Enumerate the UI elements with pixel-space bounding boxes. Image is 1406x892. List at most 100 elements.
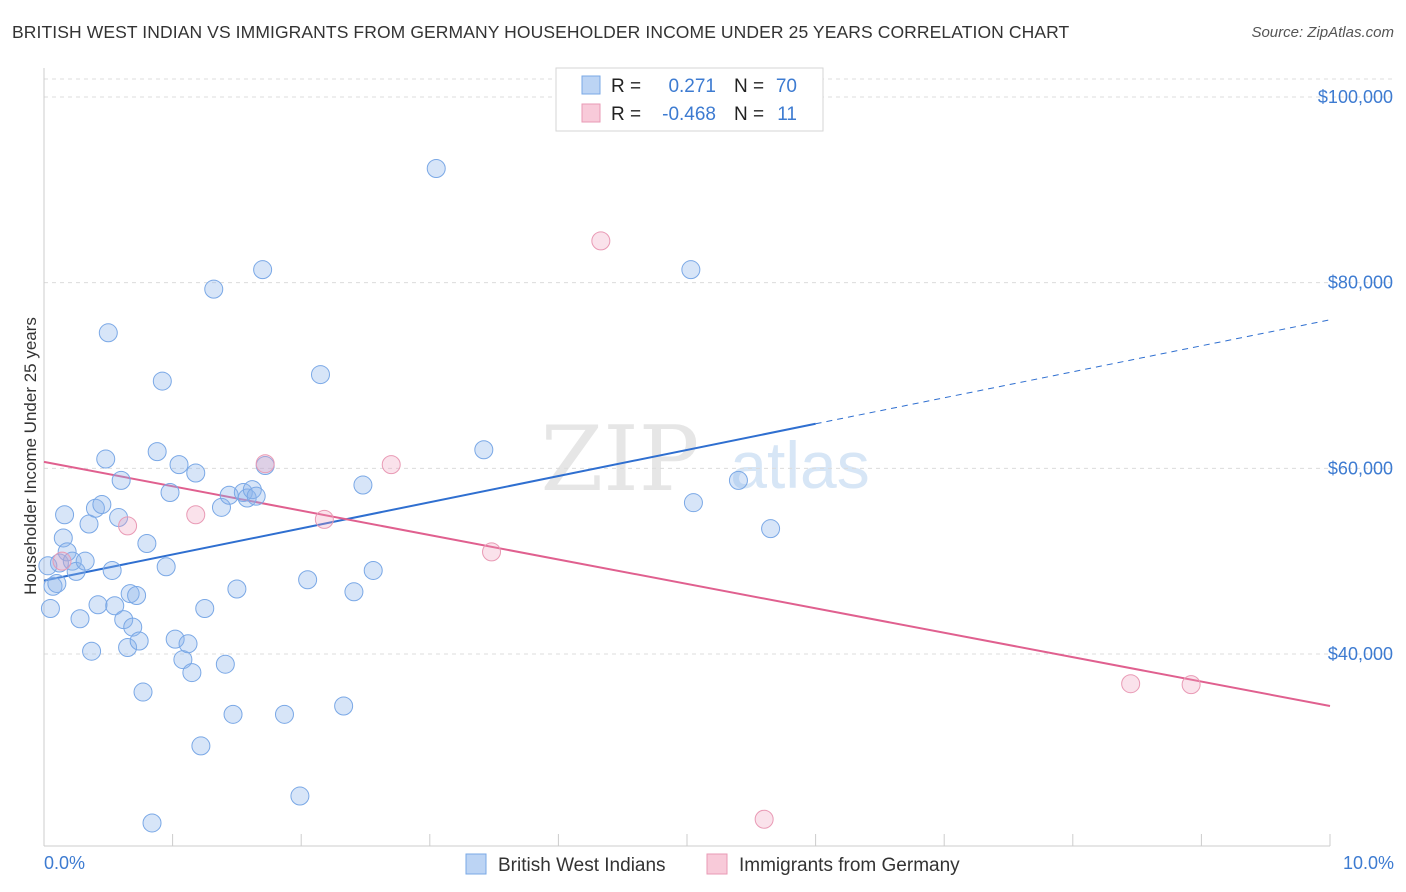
point-british-west-indians xyxy=(142,813,162,833)
point-british-west-indians xyxy=(85,498,105,518)
point-immigrants-germany xyxy=(482,542,502,562)
legend: British West Indians Immigrants from Ger… xyxy=(465,853,960,876)
point-british-west-indians xyxy=(147,442,167,462)
point-british-west-indians xyxy=(186,463,206,483)
point-british-west-indians xyxy=(683,493,703,513)
y-tick-label: $100,000 xyxy=(1318,87,1393,107)
point-british-west-indians xyxy=(38,556,58,576)
gridlines xyxy=(44,78,1392,655)
point-british-west-indians xyxy=(88,595,108,615)
point-british-west-indians xyxy=(92,495,112,515)
y-tick-label: $40,000 xyxy=(1328,644,1393,664)
point-immigrants-germany xyxy=(1121,674,1141,694)
y-tick-label: $80,000 xyxy=(1328,273,1393,293)
point-immigrants-germany xyxy=(255,454,275,474)
point-british-west-indians xyxy=(105,596,125,616)
point-british-west-indians xyxy=(82,641,102,661)
stats-r-label-blue: R = xyxy=(611,76,641,97)
point-british-west-indians xyxy=(246,486,266,506)
point-british-west-indians xyxy=(223,704,243,724)
point-immigrants-germany xyxy=(591,231,611,251)
stats-r-value-blue: 0.271 xyxy=(668,76,716,97)
point-british-west-indians xyxy=(363,560,383,580)
point-british-west-indians xyxy=(211,497,231,517)
point-british-west-indians xyxy=(298,570,318,590)
legend-label-blue: British West Indians xyxy=(498,855,666,876)
point-british-west-indians xyxy=(426,158,446,178)
point-british-west-indians xyxy=(156,557,176,577)
stats-r-value-pink: -0.468 xyxy=(662,104,716,125)
point-immigrants-germany xyxy=(381,455,401,475)
point-british-west-indians xyxy=(160,482,180,502)
stats-n-label-pink: N = xyxy=(734,104,764,125)
data-points xyxy=(38,158,1201,833)
point-british-west-indians xyxy=(178,634,198,654)
point-immigrants-germany xyxy=(754,809,774,829)
point-immigrants-germany xyxy=(52,551,72,571)
y-axis-label: Householder Income Under 25 years xyxy=(21,317,40,595)
watermark: ZIP atlas xyxy=(541,407,870,512)
point-british-west-indians xyxy=(169,455,189,475)
trend-line-pink xyxy=(43,460,1331,707)
point-british-west-indians xyxy=(111,470,131,490)
stats-n-value-blue: 70 xyxy=(776,76,797,97)
point-british-west-indians xyxy=(133,682,153,702)
source-credit: Source: ZipAtlas.com xyxy=(1251,24,1394,41)
point-british-west-indians xyxy=(70,609,90,629)
point-immigrants-germany xyxy=(1181,675,1201,695)
point-british-west-indians xyxy=(57,542,77,562)
legend-swatch-blue xyxy=(465,853,487,875)
point-british-west-indians xyxy=(123,617,143,637)
x-axis-ticks xyxy=(43,834,1331,846)
point-british-west-indians xyxy=(182,663,202,683)
point-british-west-indians xyxy=(120,584,140,604)
y-tick-labels: $40,000 $60,000 $80,000 $100,000 xyxy=(1318,87,1393,664)
point-immigrants-germany xyxy=(118,516,138,536)
point-british-west-indians xyxy=(129,631,149,651)
stats-n-value-pink: 11 xyxy=(777,104,797,125)
y-tick-label: $60,000 xyxy=(1328,458,1393,478)
point-british-west-indians xyxy=(102,560,122,580)
legend-label-pink: Immigrants from Germany xyxy=(739,855,960,876)
point-immigrants-germany xyxy=(186,505,206,525)
point-british-west-indians xyxy=(96,449,116,469)
stats-swatch-pink xyxy=(581,103,601,123)
point-british-west-indians xyxy=(127,586,147,606)
trend-lines xyxy=(43,319,1331,707)
x-tick-max: 10.0% xyxy=(1343,853,1394,873)
point-british-west-indians xyxy=(55,505,75,525)
point-british-west-indians xyxy=(334,696,354,716)
point-british-west-indians xyxy=(118,638,138,658)
stats-swatch-blue xyxy=(581,75,601,95)
point-british-west-indians xyxy=(474,440,494,460)
point-british-west-indians xyxy=(353,475,373,495)
legend-swatch-pink xyxy=(706,853,728,875)
point-british-west-indians xyxy=(152,371,172,391)
point-british-west-indians xyxy=(274,704,294,724)
chart-title: BRITISH WEST INDIAN VS IMMIGRANTS FROM G… xyxy=(12,22,1070,42)
point-british-west-indians xyxy=(728,470,748,490)
point-british-west-indians xyxy=(137,534,157,554)
point-british-west-indians xyxy=(204,279,224,299)
point-british-west-indians xyxy=(681,260,701,280)
stats-n-label-blue: N = xyxy=(734,76,764,97)
trend-line-blue xyxy=(43,422,816,582)
point-british-west-indians xyxy=(215,654,235,674)
point-immigrants-germany xyxy=(314,509,334,529)
point-british-west-indians xyxy=(195,599,215,619)
point-british-west-indians xyxy=(165,629,185,649)
point-british-west-indians xyxy=(191,736,211,756)
watermark-atlas: atlas xyxy=(730,428,869,502)
stats-r-label-pink: R = xyxy=(611,104,641,125)
watermark-zip: ZIP xyxy=(541,407,700,512)
point-british-west-indians xyxy=(761,519,781,539)
point-british-west-indians xyxy=(344,582,364,602)
trend-line-blue-extension xyxy=(815,319,1331,425)
point-british-west-indians xyxy=(310,365,330,385)
x-tick-min: 0.0% xyxy=(44,853,85,873)
point-british-west-indians xyxy=(253,260,273,280)
point-british-west-indians xyxy=(227,579,247,599)
stats-box: R = 0.271 N = 70 R = -0.468 N = 11 xyxy=(555,67,824,132)
point-british-west-indians xyxy=(75,551,95,571)
